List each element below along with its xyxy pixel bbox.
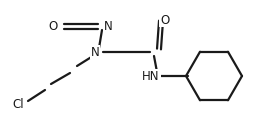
Text: O: O xyxy=(160,14,170,27)
Text: Cl: Cl xyxy=(12,97,24,111)
Text: HN: HN xyxy=(142,69,160,83)
Text: N: N xyxy=(104,19,112,33)
Text: N: N xyxy=(91,45,99,59)
Text: O: O xyxy=(48,19,58,33)
